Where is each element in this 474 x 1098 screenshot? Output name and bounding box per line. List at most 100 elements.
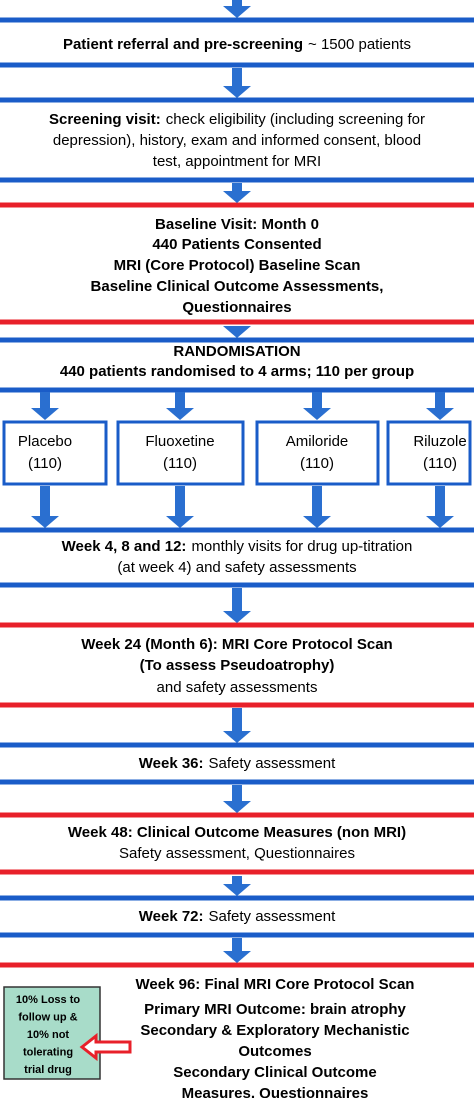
step-text-normal: Safety assessment <box>209 908 337 925</box>
step-text-bold: Week 36: <box>139 755 204 772</box>
step-text-bold: Primary MRI Outcome: brain atrophy <box>144 1001 406 1018</box>
arrow-stem <box>312 486 322 516</box>
arrow-stem <box>40 486 50 516</box>
step-text: MRI (Core Protocol) Baseline Scan <box>114 257 361 274</box>
step-text-normal: depression), history, exam and informed … <box>53 132 421 149</box>
divider-bar <box>0 97 474 103</box>
divider-bar <box>0 337 474 343</box>
arm-box <box>386 420 472 486</box>
step-text: RANDOMISATION <box>173 343 300 360</box>
arrow-stem <box>435 486 445 516</box>
side-arrow <box>79 1032 132 1062</box>
step-text: Week 72: Safety assessment <box>139 908 336 925</box>
arm-name: Placebo <box>18 433 72 450</box>
step-text-bold: Week 96: Final MRI Core Protocol Scan <box>136 976 415 993</box>
step-text-bold: Week 48: Clinical Outcome Measures (non … <box>68 824 406 841</box>
step-text-normal: Safety assessment, Questionnaires <box>119 845 355 862</box>
divider-bar <box>0 702 474 708</box>
step-text: Week 4, 8 and 12: monthly visits for drug… <box>62 538 413 555</box>
divider-bar <box>0 742 474 748</box>
arrow-head <box>166 516 194 528</box>
divider-bar <box>0 962 474 968</box>
divider-bar <box>0 177 474 183</box>
divider-bar <box>0 779 474 785</box>
arrow-stem <box>175 392 185 408</box>
arrow-stem <box>232 785 242 801</box>
step-text: Patient referral and pre-screening ~ 1500… <box>63 36 411 53</box>
step-text-bold: Baseline Visit: Month 0 <box>155 216 319 233</box>
arrow-stem <box>232 68 242 86</box>
step-text-normal: monthly visits for drug up-titration <box>191 538 412 555</box>
arm-box <box>2 420 108 486</box>
step-text-normal: Safety assessment <box>209 755 337 772</box>
arrow-head <box>223 86 251 98</box>
arrow-head <box>223 951 251 963</box>
divider-bar <box>0 527 474 533</box>
arm-count: (110) <box>300 455 334 472</box>
arrow-head <box>223 731 251 743</box>
step-text: Outcomes <box>238 1043 311 1060</box>
step-text: Secondary Clinical Outcome <box>173 1064 376 1081</box>
step-text: Baseline Visit: Month 0 <box>155 216 319 233</box>
step-text: Week 24 (Month 6): MRI Core Protocol Sca… <box>81 636 392 653</box>
step-text-bold: 440 patients randomised to 4 arms; 110 p… <box>60 363 414 380</box>
step-text-normal: and safety assessments <box>157 679 318 696</box>
arrow-head <box>31 408 59 420</box>
side-note-text: 10% not <box>27 1029 70 1041</box>
arrow-head <box>223 801 251 813</box>
arrow-head <box>223 6 251 18</box>
arrow-stem <box>232 876 242 884</box>
divider-bar <box>0 319 474 325</box>
side-note-box <box>3 986 101 1080</box>
step-text-bold: 440 Patients Consented <box>152 236 321 253</box>
arrow-head <box>303 516 331 528</box>
divider-bar <box>0 202 474 208</box>
arrow-head <box>303 408 331 420</box>
step-text-bold: (To assess Pseudoatrophy) <box>140 657 335 674</box>
divider-bar <box>0 895 474 901</box>
step-text: test, appointment for MRI <box>153 153 321 170</box>
divider-bar <box>0 932 474 938</box>
step-text-bold: RANDOMISATION <box>173 343 300 360</box>
step-text: Week 48: Clinical Outcome Measures (non … <box>68 824 406 841</box>
step-text-normal: test, appointment for MRI <box>153 153 321 170</box>
arm-count: (110) <box>163 455 197 472</box>
arrow-head <box>426 408 454 420</box>
arrow-stem <box>232 708 242 731</box>
step-text-bold: Questionnaires <box>182 299 291 316</box>
step-text: Secondary & Exploratory Mechanistic <box>140 1022 409 1039</box>
step-text-bold: Patient referral and pre-screening <box>63 36 303 53</box>
divider-bar <box>0 582 474 588</box>
step-text: Measures, Questionnaires <box>182 1085 369 1098</box>
step-text-bold: Week 24 (Month 6): MRI Core Protocol Sca… <box>81 636 392 653</box>
arrow-stem <box>232 588 242 611</box>
arm-count: (110) <box>28 455 62 472</box>
arm-name: Riluzole <box>413 433 466 450</box>
step-text: Safety assessment, Questionnaires <box>119 845 355 862</box>
step-text: Baseline Clinical Outcome Assessments, <box>91 278 384 295</box>
step-text-normal: check eligibility (including screening f… <box>166 111 425 128</box>
arm-name: Fluoxetine <box>145 433 214 450</box>
step-text-bold: Baseline Clinical Outcome Assessments, <box>91 278 384 295</box>
step-text-bold: Secondary & Exploratory Mechanistic <box>140 1022 409 1039</box>
arrow-stem <box>312 392 322 408</box>
step-text-bold: Week 4, 8 and 12: <box>62 538 187 555</box>
step-text-bold: Measures, Questionnaires <box>182 1085 369 1098</box>
step-text: Questionnaires <box>182 299 291 316</box>
step-text-bold: Outcomes <box>238 1043 311 1060</box>
step-text-normal: (at week 4) and safety assessments <box>117 559 356 576</box>
divider-bar <box>0 812 474 818</box>
arrow-head <box>426 516 454 528</box>
arm-box <box>116 420 245 486</box>
step-text: 440 Patients Consented <box>152 236 321 253</box>
side-note-text: follow up & <box>18 1011 77 1023</box>
arrow-stem <box>232 0 242 6</box>
arrow-head <box>223 326 251 338</box>
arrow-stem <box>40 392 50 408</box>
step-text: (at week 4) and safety assessments <box>117 559 356 576</box>
side-note-text: tolerating <box>23 1046 73 1058</box>
step-text-bold: MRI (Core Protocol) Baseline Scan <box>114 257 361 274</box>
divider-bar <box>0 17 474 23</box>
step-text: (To assess Pseudoatrophy) <box>140 657 335 674</box>
